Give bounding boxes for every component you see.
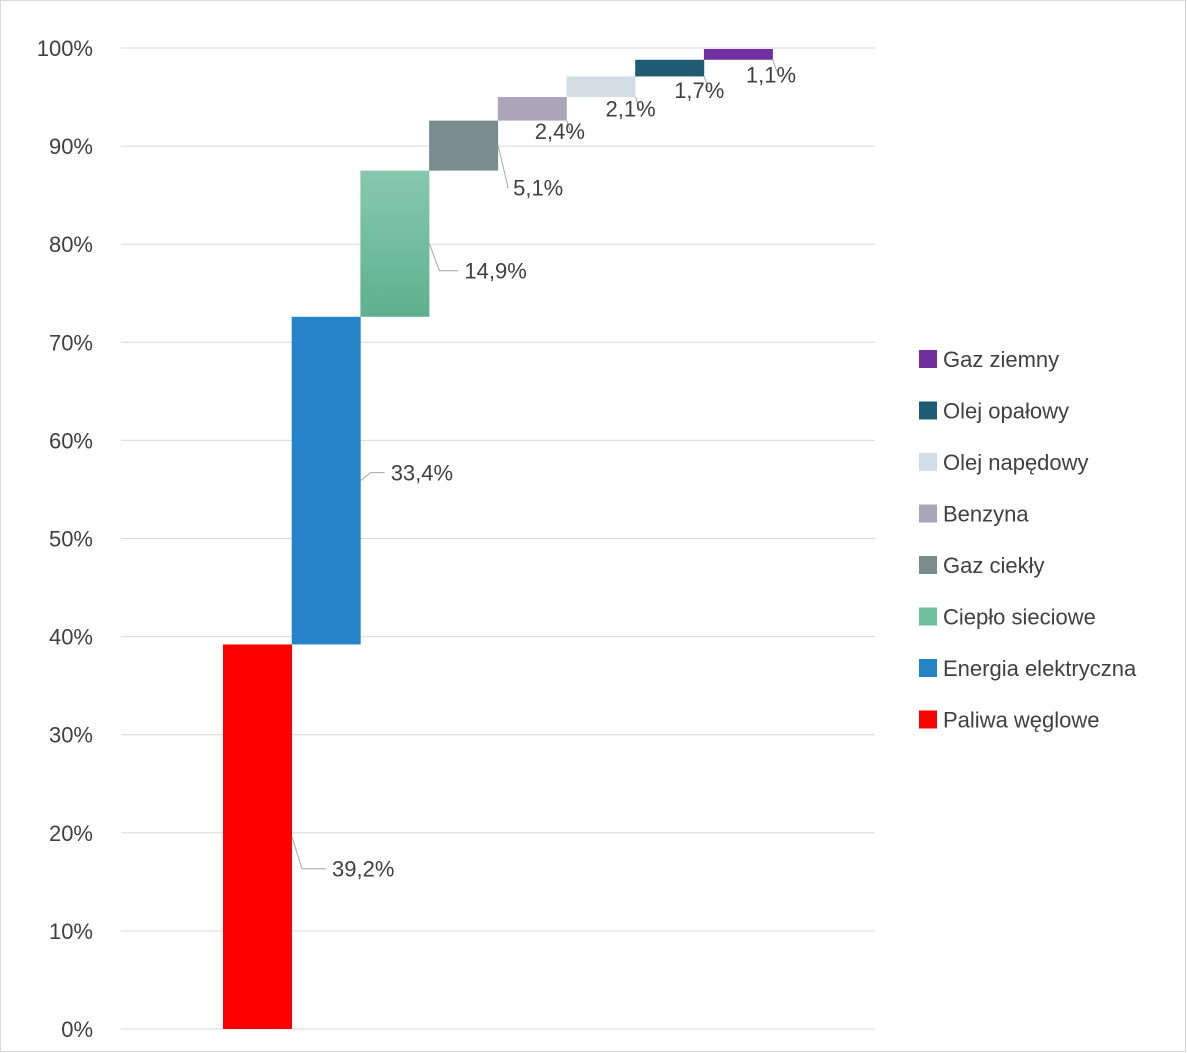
data-label: 2,1% <box>606 97 656 122</box>
data-label: 1,7% <box>674 78 724 103</box>
y-tick-label: 100% <box>37 36 93 61</box>
data-label: 2,4% <box>535 119 585 144</box>
data-label: 14,9% <box>464 259 526 284</box>
y-axis-tick-labels: 0% 10% 20% 30% 40% 50% 60% 70% 80% 90% 100% <box>37 36 93 1042</box>
leader-line <box>429 244 458 271</box>
y-tick-label: 30% <box>49 723 93 748</box>
bar-ciepło-sieciowe <box>360 171 429 317</box>
legend-label: Gaz ciekły <box>943 553 1044 578</box>
bar-olej-opałowy <box>635 60 704 77</box>
legend-label: Paliwa węglowe <box>943 708 1100 733</box>
y-tick-label: 20% <box>49 821 93 846</box>
leader-line <box>361 473 385 481</box>
bar-benzyna <box>498 97 567 121</box>
legend-swatch <box>919 711 937 729</box>
data-label: 39,2% <box>332 857 394 882</box>
legend-swatch <box>919 505 937 523</box>
y-tick-label: 0% <box>61 1017 93 1042</box>
bar-energia-elektryczna <box>292 317 361 645</box>
leader-line <box>498 146 508 188</box>
y-tick-label: 70% <box>49 330 93 355</box>
bar-paliwa-węglowe <box>223 644 292 1029</box>
data-label: 33,4% <box>391 461 453 486</box>
legend-label: Benzyna <box>943 502 1029 527</box>
legend-swatch <box>919 556 937 574</box>
data-label: 5,1% <box>513 176 563 201</box>
legend-swatch <box>919 659 937 677</box>
bar-gaz-ciekły <box>429 121 498 171</box>
y-tick-label: 80% <box>49 232 93 257</box>
y-tick-label: 10% <box>49 919 93 944</box>
legend-label: Ciepło sieciowe <box>943 605 1096 630</box>
bar-gaz-ziemny <box>704 49 773 60</box>
bar-olej-napędowy <box>567 76 636 97</box>
legend-label: Olej napędowy <box>943 450 1089 475</box>
y-tick-label: 40% <box>49 625 93 650</box>
legend-label: Gaz ziemny <box>943 347 1059 372</box>
legend-swatch <box>919 608 937 626</box>
legend-swatch <box>919 350 937 368</box>
legend-label: Olej opałowy <box>943 399 1069 424</box>
y-tick-label: 90% <box>49 134 93 159</box>
legend-swatch <box>919 453 937 471</box>
legend: Gaz ziemny Olej opałowy Olej napędowy Benzy… <box>919 347 1137 733</box>
y-tick-label: 50% <box>49 527 93 552</box>
legend-label: Energia elektryczna <box>943 656 1137 681</box>
legend-swatch <box>919 402 937 420</box>
y-tick-label: 60% <box>49 428 93 453</box>
leader-line <box>292 837 326 869</box>
data-label: 1,1% <box>746 62 796 87</box>
